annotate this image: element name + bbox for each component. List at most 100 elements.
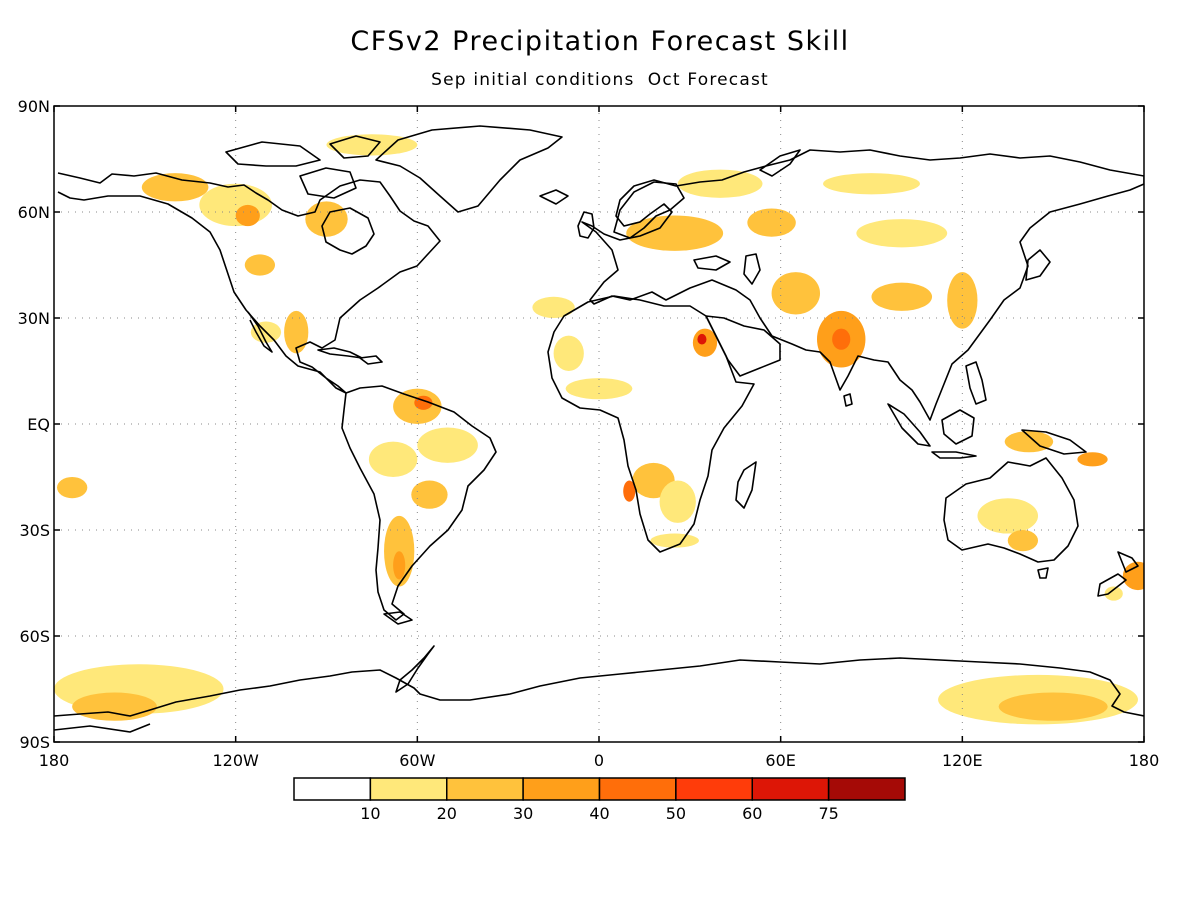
coastline-black-sea: [693, 255, 731, 271]
lon-tick-label: 120W: [212, 751, 259, 770]
coastline-new-zealand-north: [1117, 551, 1139, 573]
colorbar-swatch-3: [522, 777, 601, 801]
coastline-eurasia: [581, 149, 1144, 421]
skill-region-45: [1104, 586, 1123, 601]
coastline-tierra-del-fuego: [383, 611, 413, 625]
skill-region-8: [326, 134, 418, 156]
colorbar-swatch-2: [446, 777, 524, 801]
lon-tick-label: 60E: [765, 751, 795, 770]
skill-region-32: [947, 272, 978, 329]
skill-region-41: [977, 498, 1039, 534]
skill-region-28: [832, 328, 851, 350]
skill-region-43: [1122, 561, 1144, 591]
skill-region-30: [856, 219, 948, 248]
chart-subtitle: Sep initial conditions Oct Forecast: [431, 70, 769, 90]
coastline-ross-ice: [54, 723, 151, 733]
coastline-new-guinea: [1021, 429, 1087, 455]
skill-region-18: [9, 481, 39, 502]
lat-tick-label: EQ: [27, 415, 50, 434]
colorbar-label: 40: [589, 804, 609, 823]
coastline-layer: [54, 125, 1144, 733]
skill-region-5: [235, 204, 260, 227]
lon-tick-label: 60W: [399, 751, 435, 770]
colorbar-label: 75: [818, 804, 838, 823]
coastline-baja: [247, 311, 273, 353]
skill-region-42: [1007, 530, 1039, 552]
skill-region-24: [677, 169, 763, 198]
skill-region-44: [36, 579, 54, 600]
skill-region-9: [244, 254, 276, 276]
skill-region-21: [553, 335, 584, 372]
colorbar-swatch-6: [751, 777, 830, 801]
skill-region-31: [823, 173, 920, 195]
colorbar-swatch-0: [293, 777, 372, 801]
coastline-new-zealand-south: [1097, 573, 1127, 597]
skill-region-37: [623, 480, 636, 502]
skill-region-26: [771, 272, 821, 315]
coastline-madagascar: [735, 461, 757, 509]
colorbar-label: 10: [360, 804, 380, 823]
lat-tick-label: 90S: [19, 733, 50, 752]
lon-tick-label: 0: [594, 751, 604, 770]
colorbar-swatch-4: [598, 777, 677, 801]
coastline-australia: [943, 457, 1079, 563]
skill-region-40: [1077, 452, 1108, 467]
skill-region-10: [284, 310, 309, 354]
skill-region-3: [998, 692, 1108, 721]
skill-region-23: [626, 215, 724, 251]
lat-tick-label: 30S: [19, 521, 50, 540]
coastline-north-america: [57, 172, 441, 394]
coastline-cuba: [317, 347, 363, 359]
skill-region-22: [565, 378, 633, 400]
skill-region-19: [57, 477, 88, 499]
colorbar-swatch-1: [369, 777, 448, 801]
skill-region-1: [72, 692, 157, 721]
coastline-tasmania: [1037, 567, 1049, 579]
coastline-borneo: [941, 409, 975, 445]
coastline-africa: [547, 295, 755, 553]
coastline-greenland: [375, 125, 563, 213]
lat-tick-label: 90N: [18, 97, 50, 116]
skill-region-34: [697, 333, 707, 345]
coastline-novaya-zemlya: [759, 149, 801, 177]
coastline-canadian-arctic-1: [225, 141, 321, 167]
coastline-antarctica: [54, 657, 1144, 717]
coastline-antarctic-peninsula: [395, 645, 435, 693]
colorbar-label: 20: [437, 804, 457, 823]
colorbar-label: 60: [742, 804, 762, 823]
lat-tick-label: 60S: [19, 627, 50, 646]
colorbar-label: 30: [513, 804, 533, 823]
coastline-java: [931, 451, 977, 459]
coastline-hispaniola: [359, 355, 383, 365]
lat-tick-label: 30N: [18, 309, 50, 328]
skill-region-36: [659, 480, 696, 523]
lon-tick-label: 180: [1129, 751, 1160, 770]
coastline-south-america: [341, 385, 497, 621]
coastline-arabia: [705, 315, 781, 377]
coastline-sumatra: [887, 403, 931, 447]
chart-title: CFSv2 Precipitation Forecast Skill: [350, 26, 850, 57]
skill-region-20: [532, 296, 575, 318]
lat-tick-label: 60N: [18, 203, 50, 222]
coastline-sri-lanka: [843, 393, 853, 407]
skill-region-15: [411, 480, 448, 509]
coastline-canadian-arctic-2: [299, 167, 357, 199]
coastline-philippines: [965, 361, 987, 405]
coastline-caspian: [743, 253, 761, 285]
grid-layer: [54, 106, 1144, 742]
coastline-canadian-arctic-3: [329, 135, 381, 159]
colorbar-swatch-5: [675, 777, 753, 801]
coastline-scandinavia: [613, 181, 685, 239]
skill-region-14: [368, 441, 418, 478]
coastline-iceland: [539, 189, 569, 205]
lon-tick-label: 120E: [942, 751, 983, 770]
skill-region-17: [393, 551, 406, 580]
skill-region-39: [1004, 431, 1054, 453]
coastline-japan: [1025, 249, 1051, 281]
colorbar-label: 50: [666, 804, 686, 823]
skill-region-7: [141, 173, 209, 202]
skill-region-29: [871, 282, 933, 311]
skill-region-38: [650, 533, 699, 548]
